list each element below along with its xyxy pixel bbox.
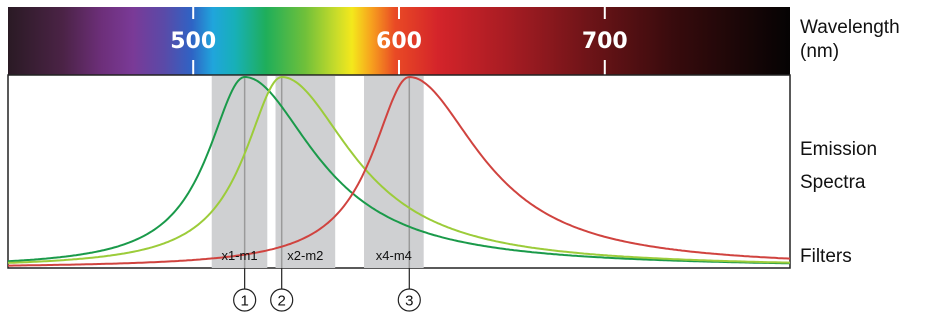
wavelength-ticks: 500 600 700 [170, 7, 628, 75]
marker-circle-2 [270, 288, 294, 312]
filter-band-3 [364, 76, 424, 268]
emission-curve-1 [7, 76, 790, 265]
filter-label-2: x2-m2 [287, 248, 323, 263]
filters-label: Filters [800, 246, 852, 267]
spectra-label: Spectra [800, 172, 866, 193]
wavelength-label: Wavelength [800, 17, 900, 38]
marker-number-1: 1 [240, 293, 248, 310]
emission-curve-2 [7, 75, 790, 264]
marker-number-2: 2 [278, 293, 286, 310]
tick-label-500: 500 [170, 29, 216, 54]
marker-number-3: 3 [405, 293, 413, 310]
filter-band-1 [211, 76, 268, 268]
filter-band-2 [275, 76, 336, 268]
wavelength-unit-label: (nm) [800, 41, 839, 62]
emission-label: Emission [800, 139, 877, 160]
filter-markers: 1 2 3 [233, 268, 421, 312]
emission-curves [7, 75, 791, 267]
filter-labels: x1-m1 x2-m2 x4-m4 [221, 248, 411, 263]
emission-curve-3 [8, 75, 791, 267]
marker-circle-1 [233, 288, 257, 312]
filter-label-3: x4-m4 [376, 248, 412, 263]
filter-label-1: x1-m1 [221, 248, 257, 263]
tick-label-600: 600 [376, 29, 422, 54]
filter-bands [211, 76, 424, 268]
tick-label-700: 700 [582, 29, 628, 54]
marker-circle-3 [397, 288, 421, 312]
